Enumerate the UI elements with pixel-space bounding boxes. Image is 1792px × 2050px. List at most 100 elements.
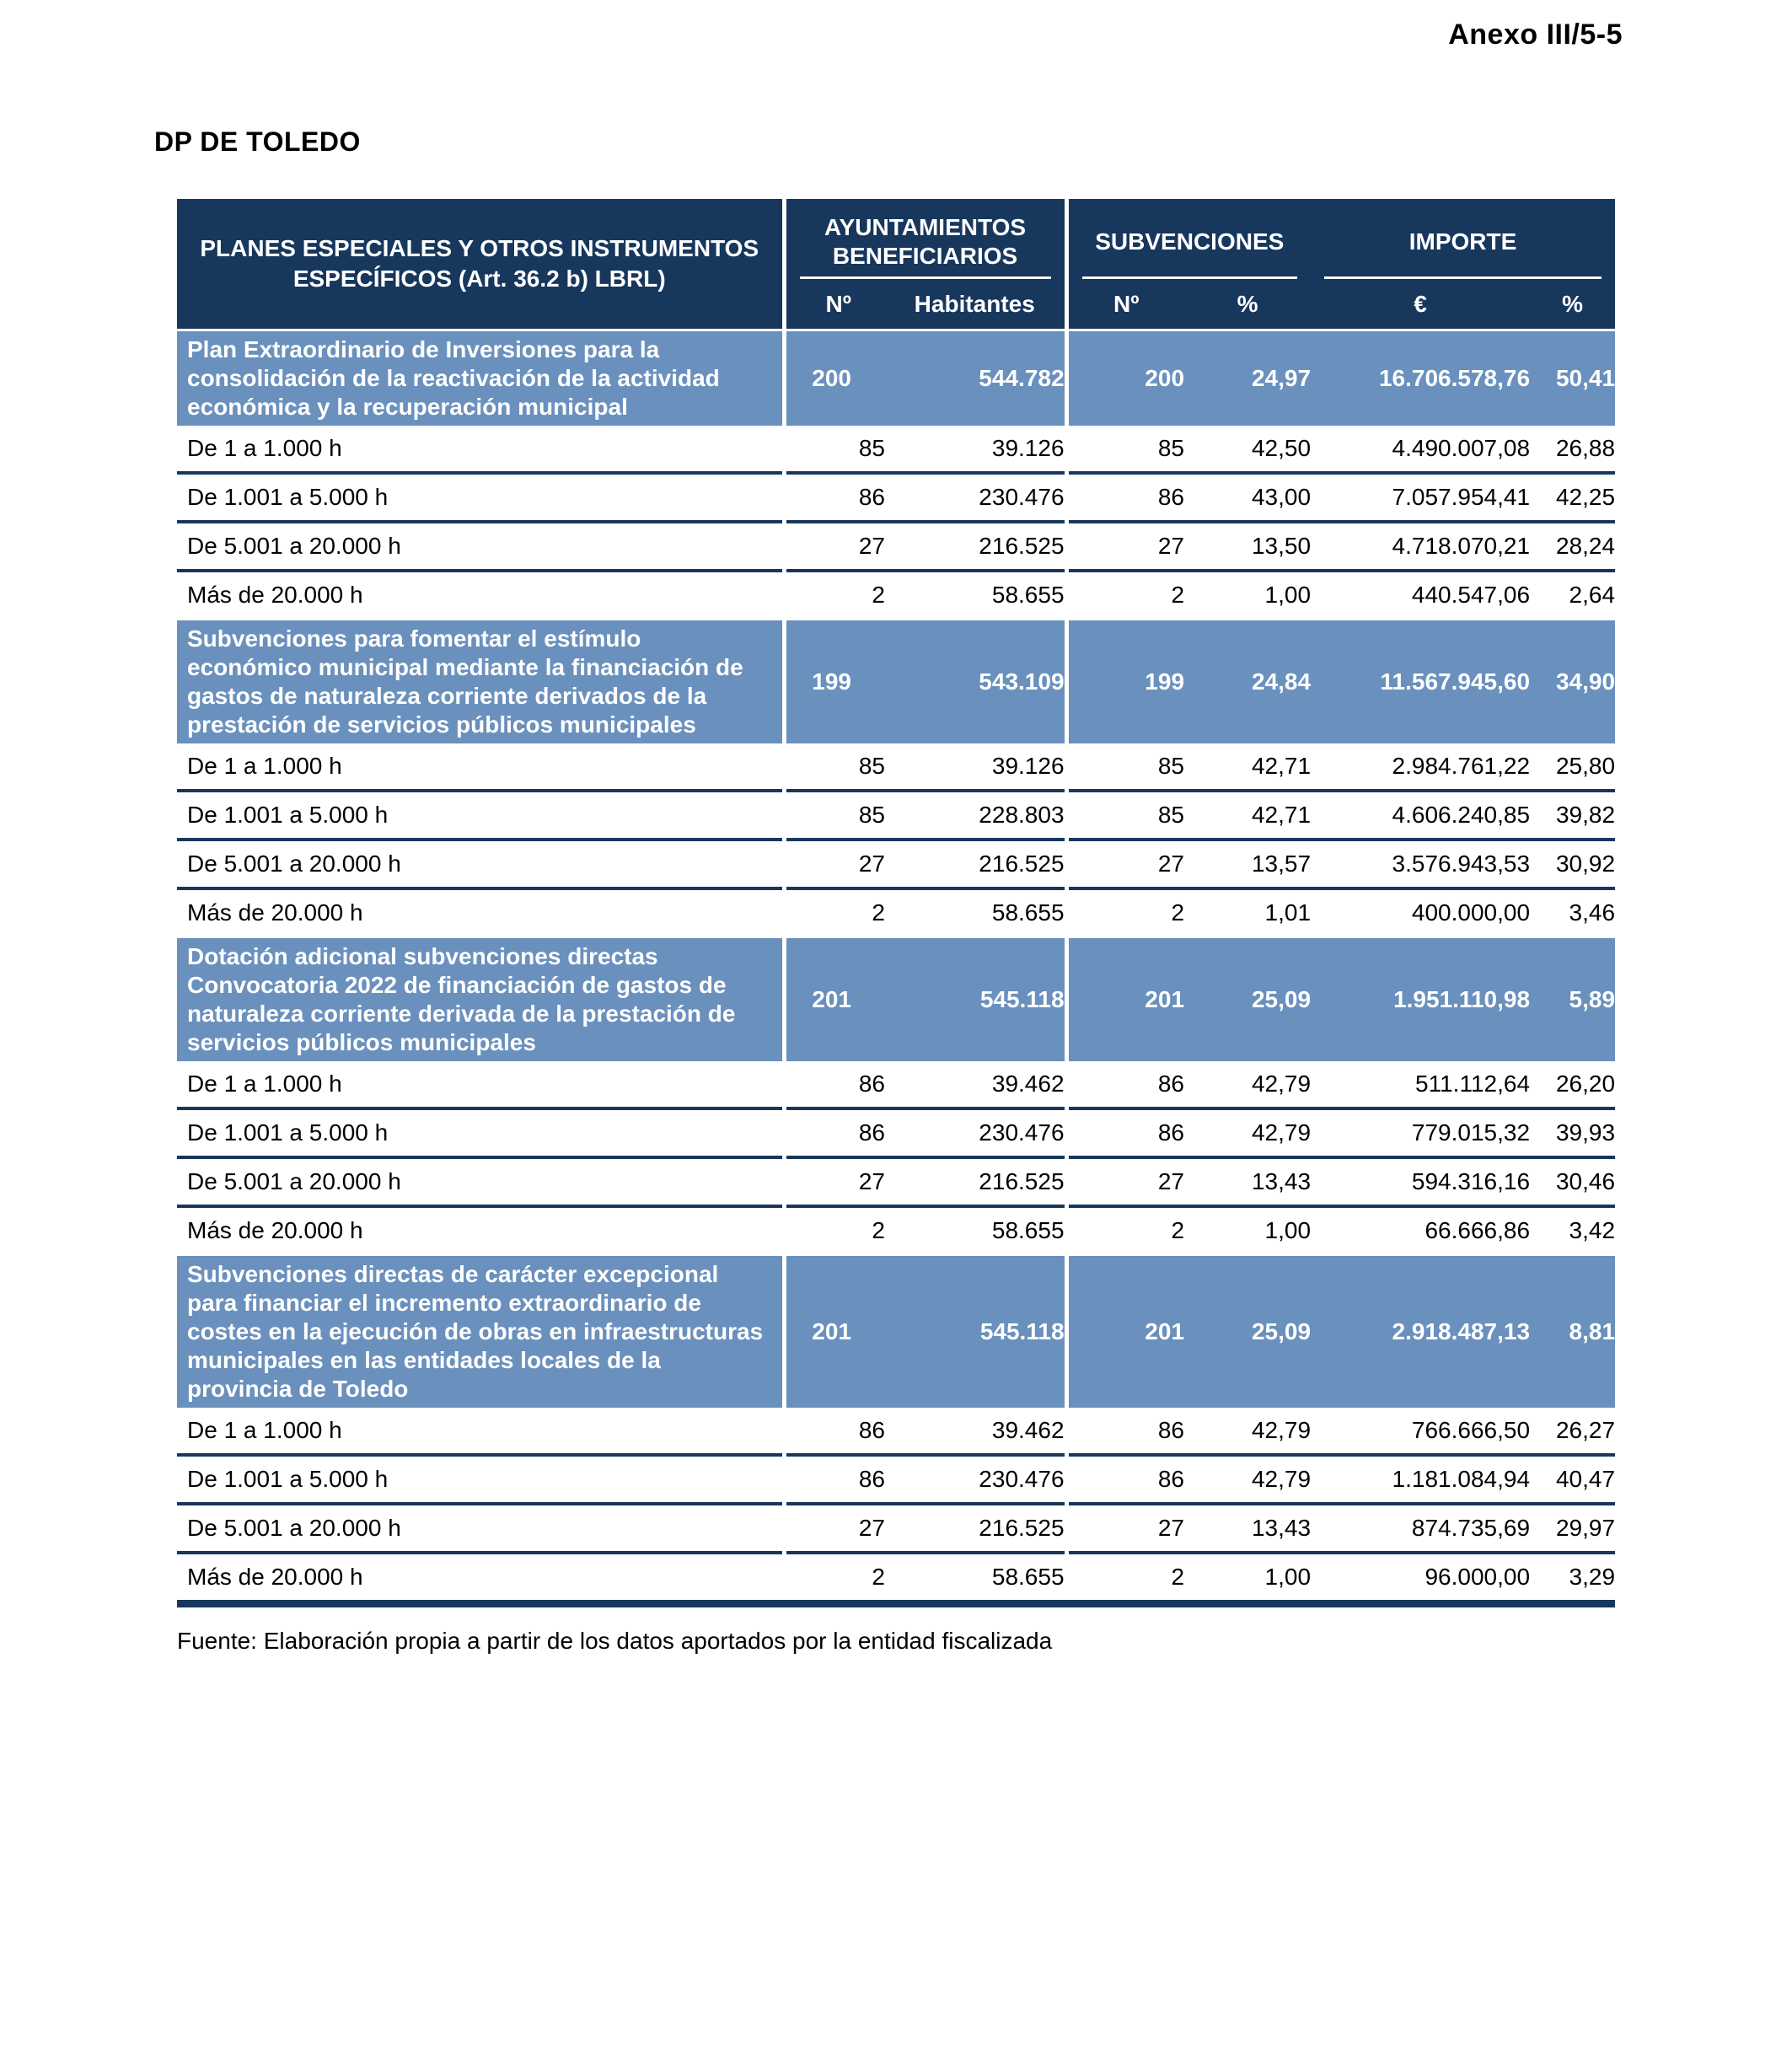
cell-importe-euros: 511.112,64: [1311, 1061, 1531, 1108]
cell-importe-euros: 66.666,86: [1311, 1205, 1531, 1255]
cell-habitantes: 216.525: [885, 1156, 1067, 1206]
row-label: De 1 a 1.000 h: [177, 426, 784, 473]
table-row: De 1.001 a 5.000 h 86 230.476 86 42,79 1.181.…: [177, 1453, 1616, 1504]
cell-n-ayuntamientos: 86: [781, 471, 885, 522]
cell-n-ayuntamientos: 201: [781, 1253, 885, 1408]
row-label: De 1.001 a 5.000 h: [177, 471, 784, 522]
cell-pct-subvenciones: 13,43: [1184, 1502, 1312, 1553]
cell-pct-subvenciones: 13,50: [1184, 520, 1312, 571]
cell-habitantes: 39.126: [885, 743, 1067, 791]
table-row: De 1.001 a 5.000 h 85 228.803 85 42,71 4.606.…: [177, 789, 1616, 840]
cell-n-ayuntamientos: 2: [781, 1551, 885, 1604]
cell-pct-importe: 34,90: [1530, 618, 1616, 743]
cell-n-subvenciones: 85: [1064, 426, 1185, 473]
cell-pct-importe: 39,82: [1530, 789, 1616, 840]
table-row: De 5.001 a 20.000 h 27 216.525 27 13,43 594.3…: [177, 1156, 1616, 1206]
cell-importe-euros: 2.984.761,22: [1311, 743, 1531, 791]
cell-n-ayuntamientos: 199: [781, 618, 885, 743]
cell-pct-importe: 30,46: [1530, 1156, 1616, 1206]
cell-habitantes: 228.803: [885, 789, 1067, 840]
cell-importe-euros: 1.181.084,94: [1311, 1453, 1531, 1504]
table-row: Más de 20.000 h 2 58.655 2 1,00 440.547,06 2,6…: [177, 569, 1616, 620]
cell-pct-importe: 30,92: [1530, 838, 1616, 888]
group-header-row: PLANES ESPECIALES Y OTROS INSTRUMENTOS E…: [177, 199, 1616, 330]
subheader-pct-importe: %: [1530, 279, 1616, 330]
cell-pct-subvenciones: 42,79: [1184, 1061, 1312, 1108]
cell-pct-subvenciones: 42,79: [1184, 1107, 1312, 1157]
source-note: Fuente: Elaboración propia a partir de l…: [177, 1628, 1053, 1654]
cell-n-ayuntamientos: 86: [781, 1453, 885, 1504]
cell-habitantes: 39.462: [885, 1061, 1067, 1108]
group-label-ayuntamientos: AYUNTAMIENTOS BENEFICIARIOS: [799, 207, 1051, 280]
subheader-n-subvenciones: Nº: [1064, 279, 1185, 330]
cell-n-ayuntamientos: 85: [781, 743, 885, 791]
cell-pct-subvenciones: 42,71: [1184, 743, 1312, 791]
cell-pct-importe: 39,93: [1530, 1107, 1616, 1157]
table-row: De 5.001 a 20.000 h 27 216.525 27 13,57 3.576…: [177, 838, 1616, 888]
row-label: De 1.001 a 5.000 h: [177, 1107, 784, 1157]
table-row: De 1 a 1.000 h 85 39.126 85 42,50 4.490.007,0…: [177, 426, 1616, 473]
table-row: Más de 20.000 h 2 58.655 2 1,00 66.666,86 3,42: [177, 1205, 1616, 1255]
row-label: De 5.001 a 20.000 h: [177, 1502, 784, 1553]
table-row: De 5.001 a 20.000 h 27 216.525 27 13,50 4.718…: [177, 520, 1616, 571]
cell-pct-importe: 50,41: [1530, 329, 1616, 426]
cell-importe-euros: 4.490.007,08: [1311, 426, 1531, 473]
cell-n-subvenciones: 27: [1064, 1156, 1185, 1206]
cell-pct-importe: 26,27: [1530, 1408, 1616, 1455]
cell-habitantes: 230.476: [885, 1107, 1067, 1157]
cell-n-ayuntamientos: 86: [781, 1107, 885, 1157]
cell-n-subvenciones: 27: [1064, 520, 1185, 571]
cell-pct-importe: 40,47: [1530, 1453, 1616, 1504]
cell-pct-subvenciones: 42,71: [1184, 789, 1312, 840]
table-row: De 1.001 a 5.000 h 86 230.476 86 42,79 779.01…: [177, 1107, 1616, 1157]
cell-n-ayuntamientos: 85: [781, 789, 885, 840]
cell-pct-subvenciones: 25,09: [1184, 936, 1312, 1061]
cell-n-ayuntamientos: 2: [781, 1205, 885, 1255]
cell-importe-euros: 16.706.578,76: [1311, 329, 1531, 426]
section-header-row: Dotación adicional subvenciones directas…: [177, 936, 1616, 1061]
cell-n-subvenciones: 86: [1064, 1061, 1185, 1108]
group-header-importe: IMPORTE: [1311, 199, 1616, 280]
row-label: Más de 20.000 h: [177, 1551, 784, 1604]
cell-n-subvenciones: 27: [1064, 1502, 1185, 1553]
cell-habitantes: 58.655: [885, 1551, 1067, 1604]
cell-pct-subvenciones: 25,09: [1184, 1253, 1312, 1408]
cell-pct-subvenciones: 13,57: [1184, 838, 1312, 888]
cell-n-subvenciones: 86: [1064, 1453, 1185, 1504]
cell-pct-importe: 8,81: [1530, 1253, 1616, 1408]
cell-pct-subvenciones: 42,79: [1184, 1453, 1312, 1504]
row-label: Subvenciones directas de carácter excepc…: [177, 1253, 784, 1408]
cell-n-ayuntamientos: 85: [781, 426, 885, 473]
cell-importe-euros: 2.918.487,13: [1311, 1253, 1531, 1408]
cell-habitantes: 543.109: [885, 618, 1067, 743]
cell-pct-subvenciones: 1,01: [1184, 887, 1312, 937]
section-header-row: Subvenciones directas de carácter excepc…: [177, 1253, 1616, 1408]
row-label: Dotación adicional subvenciones directas…: [177, 936, 784, 1061]
cell-n-subvenciones: 2: [1064, 887, 1185, 937]
cell-pct-importe: 25,80: [1530, 743, 1616, 791]
page-title: DP DE TOLEDO: [154, 126, 361, 157]
section-header-row: Subvenciones para fomentar el estímulo e…: [177, 618, 1616, 743]
cell-habitantes: 545.118: [885, 936, 1067, 1061]
cell-n-subvenciones: 2: [1064, 569, 1185, 620]
annex-label: Anexo III/5-5: [1448, 19, 1623, 51]
cell-pct-subvenciones: 42,79: [1184, 1408, 1312, 1455]
cell-n-ayuntamientos: 86: [781, 1061, 885, 1108]
group-label-subvenciones: SUBVENCIONES: [1081, 207, 1298, 280]
cell-habitantes: 58.655: [885, 887, 1067, 937]
cell-habitantes: 58.655: [885, 1205, 1067, 1255]
cell-importe-euros: 766.666,50: [1311, 1408, 1531, 1455]
group-header-subvenciones: SUBVENCIONES: [1064, 199, 1312, 280]
cell-habitantes: 58.655: [885, 569, 1067, 620]
cell-n-subvenciones: 85: [1064, 789, 1185, 840]
cell-importe-euros: 1.951.110,98: [1311, 936, 1531, 1061]
cell-pct-subvenciones: 1,00: [1184, 1205, 1312, 1255]
row-label: Más de 20.000 h: [177, 569, 784, 620]
table-row: De 1 a 1.000 h 85 39.126 85 42,71 2.984.761,2…: [177, 743, 1616, 791]
cell-importe-euros: 874.735,69: [1311, 1502, 1531, 1553]
cell-importe-euros: 3.576.943,53: [1311, 838, 1531, 888]
cell-pct-importe: 2,64: [1530, 569, 1616, 620]
cell-importe-euros: 779.015,32: [1311, 1107, 1531, 1157]
cell-n-ayuntamientos: 86: [781, 1408, 885, 1455]
cell-n-ayuntamientos: 27: [781, 1156, 885, 1206]
